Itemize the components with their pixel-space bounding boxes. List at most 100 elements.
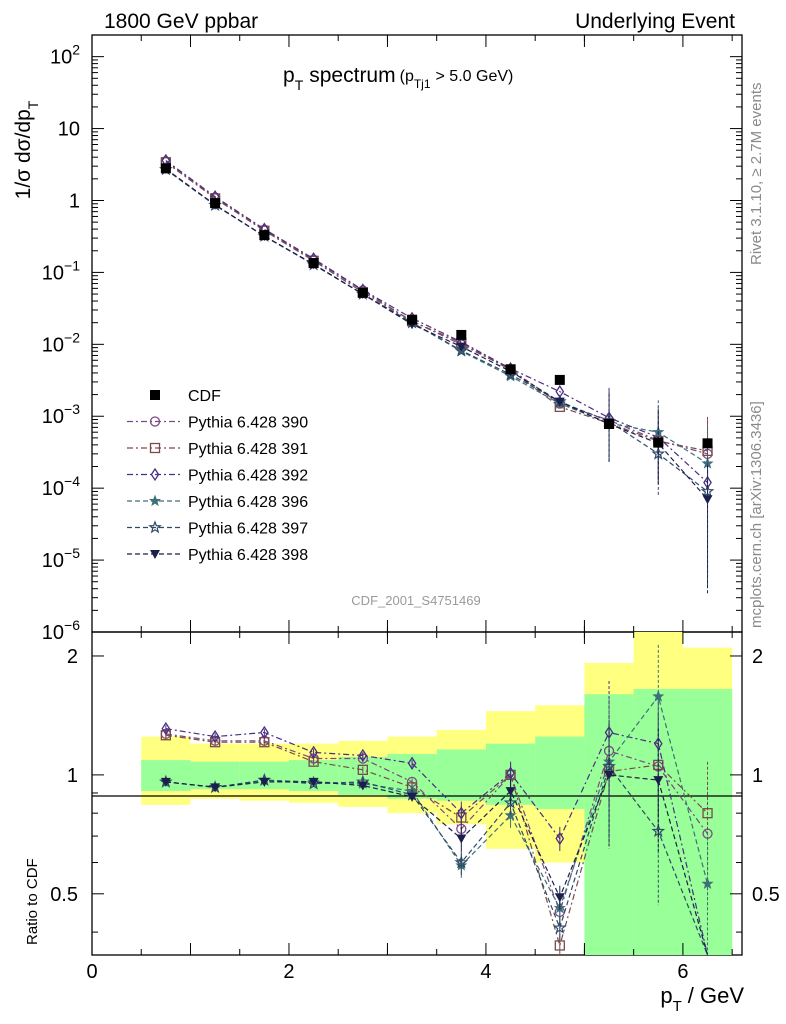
x-tick-label: 6 xyxy=(677,961,688,983)
legend: CDF Pythia 6.428 390 Pythia 6.428 391 Pythi… xyxy=(127,388,308,564)
ratio-band-inner xyxy=(436,749,486,801)
x-tick-label: 0 xyxy=(86,961,97,983)
cdf-point xyxy=(505,364,516,375)
y-tick-base: 10 xyxy=(42,550,64,572)
ratio-point-marker xyxy=(407,792,418,802)
axis-ticks xyxy=(91,35,742,955)
legend-label: Pythia 6.428 392 xyxy=(188,468,308,485)
y-tick-base: 10 xyxy=(50,47,72,69)
cdf-point xyxy=(259,230,270,241)
cdf-point xyxy=(456,329,467,340)
ratio-point-marker xyxy=(160,777,171,787)
plot-title-sub: T xyxy=(295,77,304,93)
main-plot-series xyxy=(158,153,715,595)
y-tick-exponent: 2 xyxy=(72,42,80,58)
x-axis-label-unit: / GeV xyxy=(688,983,745,1008)
rivet-version-label: Rivet 3.1.10, ≥ 2.7M events xyxy=(748,83,765,266)
y-tick-exponent: −1 xyxy=(64,257,80,273)
plot-title-main: p xyxy=(283,64,295,87)
ratio-point-marker xyxy=(407,756,417,770)
legend-label: Pythia 6.428 390 xyxy=(188,415,308,432)
legend-label: Pythia 6.428 396 xyxy=(188,494,308,511)
x-tick-label: 4 xyxy=(480,961,491,983)
plot-title-cut-open: (p xyxy=(400,68,414,85)
series-line xyxy=(165,161,708,452)
cdf-point xyxy=(554,374,565,385)
y-tick-exponent: −4 xyxy=(64,473,80,489)
cdf-point xyxy=(407,314,418,325)
ratio-uncertainty-bands xyxy=(141,632,733,955)
ratio-point-marker xyxy=(308,777,319,787)
cdf-point xyxy=(702,438,713,449)
ratio-point-marker xyxy=(653,776,664,786)
legend-label: Pythia 6.428 391 xyxy=(188,441,308,458)
x-axis-label: pT / GeV xyxy=(660,983,744,1015)
legend-marker xyxy=(150,467,160,482)
header-energy: 1800 GeV ppbar xyxy=(104,10,258,33)
ratio-point-marker xyxy=(555,831,565,846)
ratio-point-marker xyxy=(604,770,615,780)
point-marker xyxy=(554,397,565,407)
ratio-point-marker xyxy=(503,795,518,809)
cdf-point xyxy=(210,198,221,209)
ratio-plot-frame xyxy=(91,631,743,956)
ratio-y-tick-label-left: 1 xyxy=(67,765,78,787)
ratio-point-marker xyxy=(456,806,466,820)
ratio-y-tick-label-left: 2 xyxy=(67,646,78,668)
y-tick-label: 102 xyxy=(50,42,80,69)
ratio-point-marker xyxy=(161,721,171,736)
ratio-point-marker xyxy=(554,940,565,951)
series-line xyxy=(165,168,708,500)
y-tick-label: 10−1 xyxy=(42,257,80,284)
ratio-point-marker xyxy=(456,834,467,844)
y-tick-label: 10−5 xyxy=(42,545,80,572)
cdf-point xyxy=(357,287,368,298)
point-marker xyxy=(700,484,715,498)
x-tick-labels: 0 2 4 6 xyxy=(86,961,688,983)
ratio-band-inner xyxy=(535,736,585,809)
point-marker xyxy=(454,343,469,357)
ratio-point-marker xyxy=(651,824,666,838)
plot-title: pT spectrum (pTj1 > 5.0 GeV) xyxy=(283,64,513,93)
y-tick-base: 10 xyxy=(42,262,64,284)
ratio-point-marker xyxy=(506,766,515,780)
y-tick-base: 1 xyxy=(69,190,80,212)
y-tick-exponent: −3 xyxy=(64,401,80,417)
ratio-line xyxy=(165,765,709,956)
plot-title-cut-sub: Tj1 xyxy=(414,77,431,91)
y-tick-base: 10 xyxy=(42,478,64,500)
plot-title-rest: spectrum xyxy=(309,64,395,87)
x-axis-label-sub: T xyxy=(673,998,682,1015)
main-plot-frame xyxy=(91,34,743,633)
point-marker xyxy=(456,342,467,352)
ratio-y-tick-label-right: 1 xyxy=(752,765,763,787)
y-tick-base: 10 xyxy=(42,406,64,428)
cdf-point xyxy=(160,163,171,174)
ratio-point-marker xyxy=(454,855,469,869)
y-tick-label: 10−2 xyxy=(42,329,80,356)
header-process: Underlying Event xyxy=(575,10,735,33)
legend-marker-cdf xyxy=(150,390,160,400)
cdf-point xyxy=(653,437,664,448)
point-marker xyxy=(651,446,666,460)
ratio-line xyxy=(165,734,708,948)
x-tick-label: 2 xyxy=(283,961,294,983)
ratio-point-marker xyxy=(701,877,714,889)
ratio-point-marker xyxy=(210,729,220,744)
plot-title-cut-rest: > 5.0 GeV) xyxy=(436,68,514,85)
x-axis-label-p: p xyxy=(660,983,672,1008)
cdf-data-points xyxy=(160,163,713,449)
ratio-point-marker xyxy=(210,783,221,793)
y-tick-base: 10 xyxy=(42,622,64,644)
legend-marker xyxy=(149,442,161,454)
ratio-point-marker xyxy=(309,745,318,760)
y-tick-label: 10−6 xyxy=(42,617,80,644)
ratio-point-marker xyxy=(505,787,516,797)
y-tick-label: 10−4 xyxy=(42,473,80,500)
ratio-plot-series xyxy=(158,644,714,956)
y-tick-label: 10 xyxy=(58,119,80,141)
series-line xyxy=(165,160,708,455)
ratio-line xyxy=(165,733,708,914)
legend-marker xyxy=(149,416,161,427)
